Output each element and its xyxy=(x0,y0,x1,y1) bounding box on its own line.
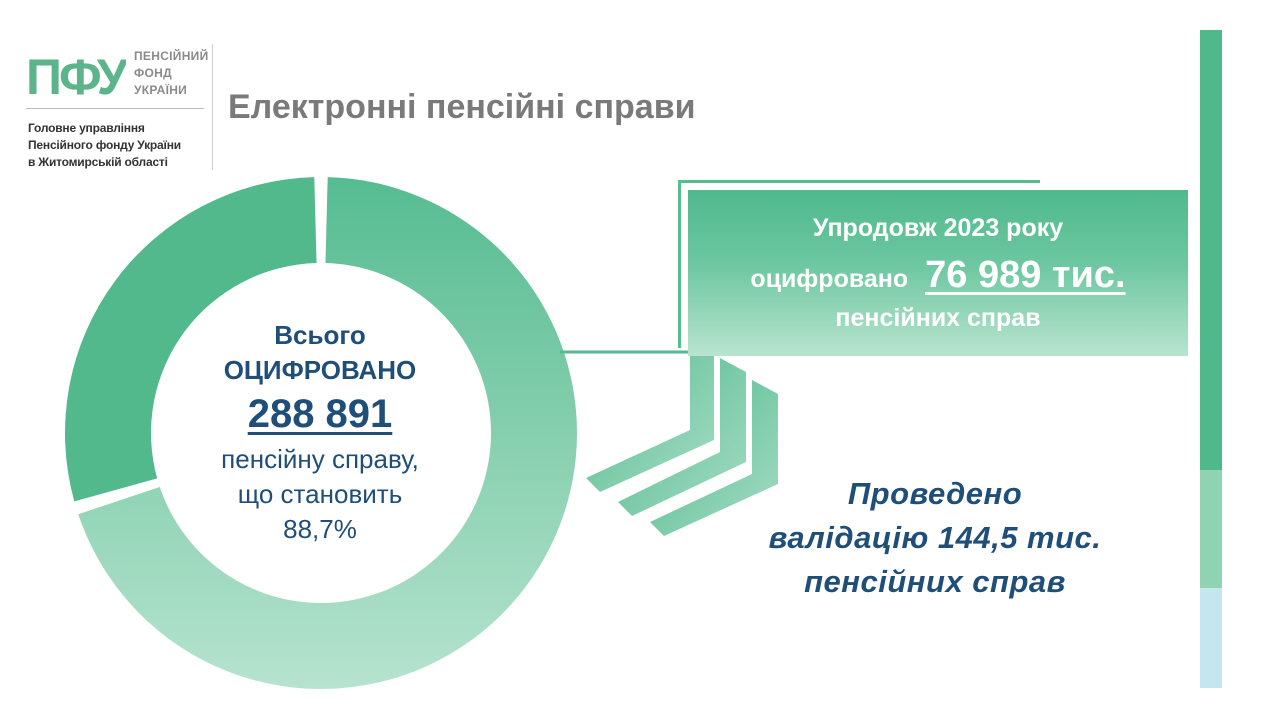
cases-label: пенсійну справу, xyxy=(221,444,419,474)
side-bar-segment-1 xyxy=(1200,30,1222,470)
donut-chart xyxy=(64,177,578,690)
page-title: Електронні пенсійні справи xyxy=(228,88,696,126)
validation-text: Проведено валідацію 144,5 тис. пенсійних… xyxy=(700,472,1170,604)
callout-digitized-label: оцифровано xyxy=(750,265,909,293)
logo-word-3: УКРАЇНИ xyxy=(134,83,188,97)
department-line-3: в Житомирській області xyxy=(28,155,168,169)
side-bar-segment-3 xyxy=(1200,588,1222,688)
side-bar-segment-2 xyxy=(1200,470,1222,588)
logo-word-2: ФОНД xyxy=(134,66,172,80)
donut-segment-digitized xyxy=(78,177,578,690)
digitized-label: ОЦИФРОВАНО xyxy=(223,355,417,385)
department-line-1: Головне управління xyxy=(28,121,145,135)
logo-abbr: ПФУ xyxy=(26,49,126,104)
header-vertical-divider xyxy=(212,44,213,170)
chevron-arrow-1 xyxy=(586,340,714,492)
validation-line-1: Проведено xyxy=(847,476,1023,511)
donut-center-text: Всього ОЦИФРОВАНО 288 891 пенсійну справ… xyxy=(180,318,460,547)
percent-label: 88,7% xyxy=(283,514,357,544)
validation-line-3: пенсійних справ xyxy=(804,564,1066,599)
logo-words: ПЕНСІЙНИЙ ФОНД УКРАЇНИ xyxy=(134,48,209,99)
callout-line-2: оцифровано 76 989 тис. xyxy=(688,254,1188,297)
pfu-logo: ПФУ ПЕНСІЙНИЙ ФОНД УКРАЇНИ Головне управ… xyxy=(26,44,213,174)
decorative-side-bar xyxy=(1200,30,1222,688)
callout-line-1: Упродовж 2023 року xyxy=(812,214,1064,242)
total-label: Всього xyxy=(274,320,366,350)
callout-line-3: пенсійних справ xyxy=(835,304,1041,332)
department-name: Головне управління Пенсійного фонду Укра… xyxy=(28,120,181,171)
logo-word-1: ПЕНСІЙНИЙ xyxy=(134,49,209,63)
pfu-logo-mark: ПФУ xyxy=(26,49,126,104)
callout-frame xyxy=(678,180,1040,348)
which-is-label: що становить xyxy=(237,479,403,509)
validation-line-2: валідацію 144,5 тис. xyxy=(768,520,1102,555)
total-digitized-number: 288 891 xyxy=(247,392,393,436)
logo-divider xyxy=(26,108,204,109)
department-line-2: Пенсійного фонду України xyxy=(28,138,181,152)
donut-segment-remaining xyxy=(64,177,317,502)
callout-digitized-number: 76 989 тис. xyxy=(925,254,1126,296)
callout-box-2023: Упродовж 2023 року оцифровано 76 989 тис… xyxy=(688,190,1188,356)
